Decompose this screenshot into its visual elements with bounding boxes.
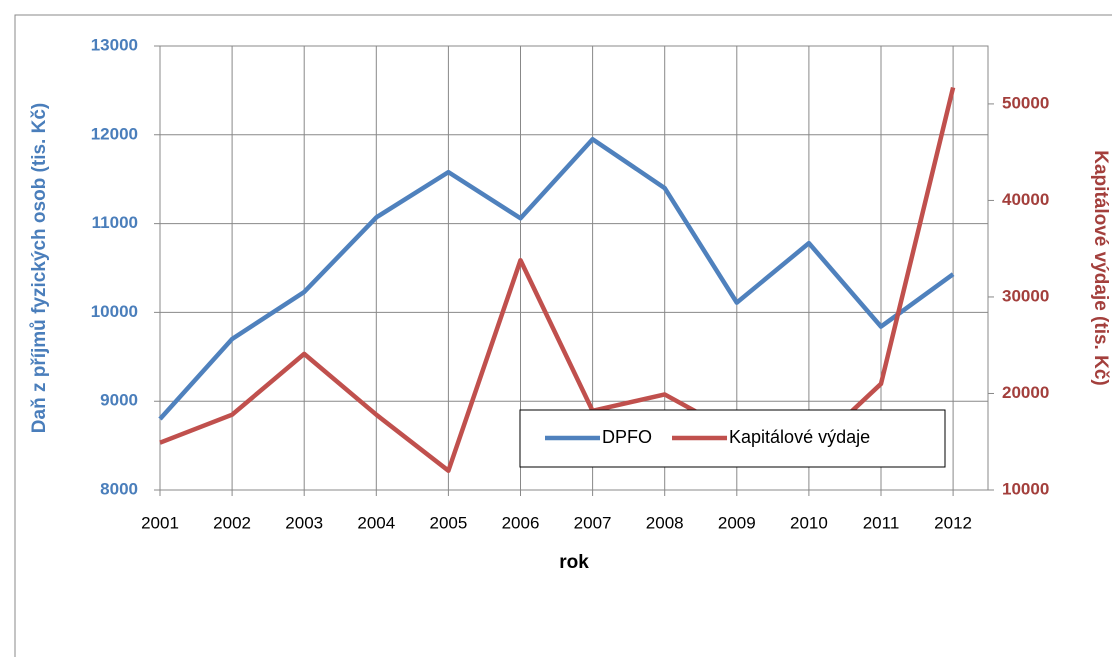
x-axis-title: rok bbox=[559, 552, 589, 573]
legend-label: Kapitálové výdaje bbox=[729, 427, 870, 447]
y2-axis-title: Kapitálové výdaje (tis. Kč) bbox=[1090, 150, 1111, 385]
y-axis-title: Daň z příjmů fyzických osob (tis. Kč) bbox=[29, 103, 50, 433]
y2-tick-label: 30000 bbox=[1002, 286, 1049, 305]
series-line bbox=[158, 136, 955, 421]
chart-frame bbox=[14, 14, 1112, 657]
x-tick-label: 2001 bbox=[141, 513, 179, 532]
y-tick-label: 11000 bbox=[92, 213, 138, 232]
y-tick-label: 8000 bbox=[100, 479, 138, 498]
x-tick-label: 2006 bbox=[502, 513, 540, 532]
x-tick-label: 2003 bbox=[285, 513, 323, 532]
x-tick-label: 2011 bbox=[863, 513, 900, 532]
y-tick-label: 13000 bbox=[91, 35, 138, 54]
x-tick-label: 2009 bbox=[718, 513, 756, 532]
x-tick-label: 2008 bbox=[646, 513, 684, 532]
y-tick-label: 9000 bbox=[100, 391, 138, 410]
y2-tick-label: 50000 bbox=[1002, 93, 1049, 112]
legend-label: DPFO bbox=[602, 427, 652, 447]
y2-tick-label: 10000 bbox=[1002, 479, 1049, 498]
y2-tick-label: 20000 bbox=[1002, 383, 1049, 402]
x-tick-label: 2002 bbox=[213, 513, 251, 532]
y-tick-label: 10000 bbox=[91, 302, 138, 321]
x-tick-label: 2005 bbox=[429, 513, 467, 532]
y-tick-label: 12000 bbox=[91, 124, 138, 143]
x-tick-label: 2012 bbox=[934, 513, 972, 532]
x-tick-label: 2010 bbox=[790, 513, 828, 532]
x-tick-label: 2004 bbox=[357, 513, 395, 532]
x-tick-label: 2007 bbox=[574, 513, 612, 532]
y2-tick-label: 40000 bbox=[1002, 190, 1049, 209]
